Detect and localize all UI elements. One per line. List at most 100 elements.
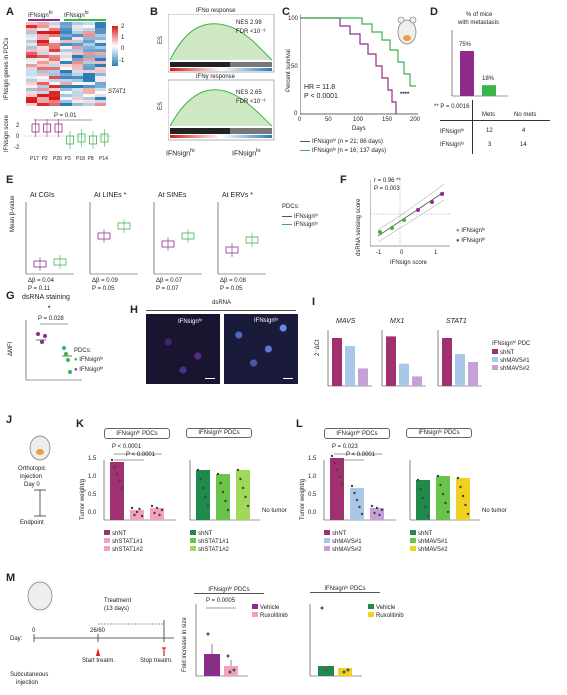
heatmap-cell bbox=[94, 82, 106, 85]
sample-label: P14 bbox=[99, 156, 108, 162]
heatmap-cell bbox=[71, 61, 84, 64]
heatmap-group-hi: IFNsignhi bbox=[28, 10, 60, 21]
kl-ytick: 0.5 bbox=[308, 492, 317, 498]
survival-ytick: 50 bbox=[291, 64, 298, 70]
kl-header-lo: IFNsignˡᵒ PDCs bbox=[406, 428, 472, 438]
kl-ytick: 1.0 bbox=[308, 474, 317, 480]
kl-point bbox=[206, 504, 210, 508]
table-vline bbox=[472, 100, 473, 154]
methylation-delta: Δβ = 0.08 bbox=[220, 278, 246, 284]
qpcr-legend-shnt: shNT bbox=[492, 349, 514, 356]
kl-point bbox=[158, 513, 161, 517]
treatment-timeline bbox=[27, 581, 174, 656]
kl-point bbox=[373, 511, 376, 515]
heatmap-cell bbox=[60, 70, 72, 73]
heatmap-cell bbox=[26, 76, 38, 79]
kl-point bbox=[224, 499, 227, 503]
heatmap-cell bbox=[71, 82, 84, 85]
schema-line3: Day 0 bbox=[24, 482, 40, 488]
panel-letter-d: D bbox=[430, 6, 438, 18]
heatmap-cell bbox=[71, 58, 84, 61]
heatmap-cell bbox=[71, 22, 84, 25]
heatmap-cell bbox=[37, 55, 49, 58]
heatmap-cell bbox=[26, 97, 38, 100]
heatmap-cell bbox=[26, 85, 38, 88]
kl-legend-hi: shSTAT1#1 bbox=[104, 538, 143, 545]
heatmap-cell bbox=[94, 55, 106, 58]
heatmap-cell bbox=[83, 70, 95, 73]
heatmap-cell bbox=[60, 52, 72, 55]
heatmap-cell bbox=[26, 52, 38, 55]
kl-point bbox=[350, 484, 354, 488]
kl-legend-hi: shMAVS#2 bbox=[324, 546, 362, 553]
heatmap-cell bbox=[48, 70, 61, 73]
heatmap-cell bbox=[94, 58, 106, 61]
heatmap-cell bbox=[60, 91, 72, 94]
gsea-xlabel-right: IFNsignlo bbox=[232, 148, 261, 158]
heatmap-cell bbox=[60, 79, 72, 82]
survival-pvalue: P < 0.0001 bbox=[304, 93, 338, 100]
kl-point bbox=[335, 468, 339, 472]
m-header-hi: IFNsignʰⁱ PDCs bbox=[194, 586, 264, 594]
kl-point bbox=[419, 487, 422, 491]
heatmap-cell bbox=[37, 43, 49, 46]
kl-point bbox=[380, 508, 384, 512]
kl-legend-lo: shMAVS#1 bbox=[410, 538, 448, 545]
heatmap-cell bbox=[48, 49, 61, 52]
heatmap-cell bbox=[83, 79, 95, 82]
heatmap-cell bbox=[48, 43, 61, 46]
heatmap-cell bbox=[48, 31, 61, 34]
sample-label: P8 bbox=[87, 156, 94, 162]
methylation-plot bbox=[217, 202, 266, 275]
kl-point bbox=[199, 477, 202, 481]
heatmap-cell bbox=[48, 25, 61, 28]
heatmap-cell bbox=[71, 55, 84, 58]
kl-bar bbox=[130, 510, 144, 520]
heatmap-cell bbox=[48, 28, 61, 31]
table-cell: 12 bbox=[486, 128, 493, 134]
gsea-nes-1: NES 2.98 bbox=[236, 20, 262, 26]
methylation-delta: Δβ = 0.09 bbox=[92, 278, 118, 284]
heatmap-cell bbox=[37, 103, 49, 106]
methylation-title: At LINEs * bbox=[94, 192, 127, 199]
methylation-legend-title: PDCs: bbox=[282, 204, 300, 210]
heatmap-cell bbox=[71, 97, 84, 100]
heatmap-cell bbox=[37, 100, 49, 103]
kl-ytick: 0.5 bbox=[88, 492, 97, 498]
kl-legend-lo: shSTAT1#2 bbox=[190, 546, 229, 553]
heatmap-cell bbox=[60, 49, 72, 52]
heatmap-cell bbox=[26, 43, 38, 46]
heatmap-cell bbox=[71, 103, 84, 106]
heatmap-cell bbox=[71, 52, 84, 55]
heatmap-cell bbox=[83, 34, 95, 37]
heatmap-cell bbox=[48, 79, 61, 82]
heatmap-cell bbox=[60, 43, 72, 46]
kl-legend-hi: shNT bbox=[104, 530, 126, 537]
mouse-icon bbox=[397, 16, 417, 45]
sample-label: P2 bbox=[41, 156, 48, 162]
heatmap-cell bbox=[94, 70, 106, 73]
kl-point bbox=[426, 514, 430, 518]
heatmap-cell bbox=[83, 67, 95, 70]
heatmap-cell bbox=[26, 37, 38, 40]
heatmap-cell bbox=[60, 82, 72, 85]
heatmap-cell bbox=[26, 70, 38, 73]
heatmap-cell bbox=[60, 58, 72, 61]
heatmap-cell bbox=[83, 49, 95, 52]
heatmap-cell bbox=[83, 22, 95, 25]
qpcr-bar bbox=[442, 338, 452, 386]
heatmap-cell bbox=[37, 70, 49, 73]
kl-bar bbox=[110, 462, 124, 520]
heatmap-cell bbox=[94, 46, 106, 49]
microscopy-image-lo bbox=[224, 314, 298, 384]
heatmap-cell bbox=[26, 91, 38, 94]
heatmap-cell bbox=[37, 31, 49, 34]
dsrna-ylabel: ΔMFI bbox=[8, 341, 14, 356]
heatmap-cell bbox=[71, 73, 84, 76]
heatmap-cell bbox=[71, 25, 84, 28]
kl-point bbox=[461, 494, 465, 498]
heatmap-cell bbox=[37, 82, 49, 85]
score-boxplots bbox=[24, 119, 112, 149]
qpcr-bar bbox=[455, 354, 465, 386]
heatmap-cell bbox=[60, 100, 72, 103]
